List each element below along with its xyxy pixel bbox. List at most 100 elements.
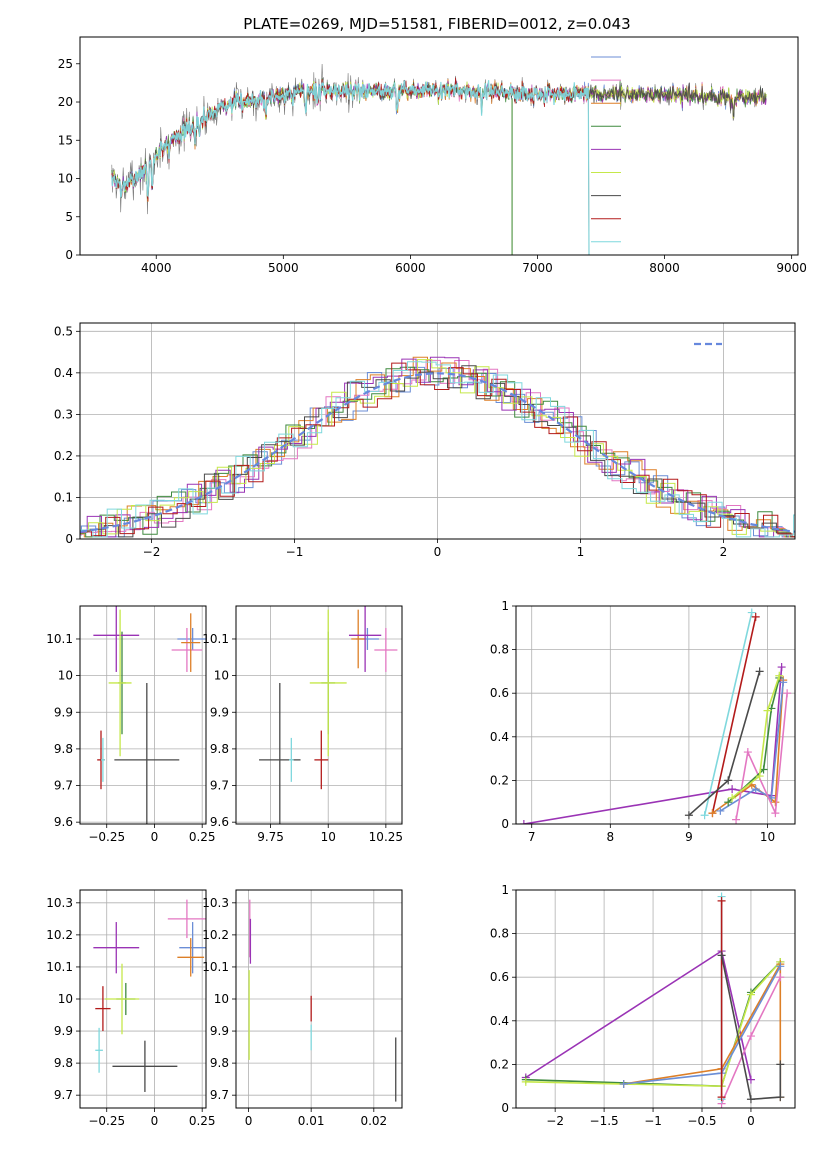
y-tick-label: 0.4 [54,366,73,380]
x-tick-label: −0.5 [687,1114,716,1128]
histogram-salpeter_elodie [80,356,795,538]
marker-chabrier_stelib [776,1093,785,1102]
panel-age_vs_mass: 9.75 10 10.25 9.6 9.7 9.8 9.9 10 10.1 [202,605,403,844]
x-tick-label: 0.25 [189,1114,216,1128]
y-tick-label: 0.4 [490,730,509,744]
marker-chabrier_stelib [724,776,733,785]
marker-salpeter_miles [783,689,792,698]
y-tick-label: 0.8 [490,643,509,657]
panel-age_vs_Z: −0.25 0 0.25 9.6 9.7 9.8 9.9 10 10.1 [46,605,216,844]
plot-area [248,899,397,1102]
x-tick-label: 2 [720,545,728,559]
x-tick-label: 0 [434,545,442,559]
y-tick-label: 20 [58,95,73,109]
plot-area [80,356,795,538]
plot-area [93,606,206,824]
x-tick-label: 10.25 [369,830,403,844]
point-kroupa_stelib [95,1027,103,1073]
marker-chabrier_stelib [746,1095,755,1104]
series-kroupa_miles [623,961,782,1098]
y-tick-label: 10.1 [202,960,229,974]
x-tick-label: 0 [151,830,159,844]
y-tick-label: 15 [58,133,73,147]
x-tick-label: 10 [321,830,336,844]
x-tick-label: −1 [644,1114,662,1128]
y-tick-label: 0.2 [490,773,509,787]
x-tick-label: 9.75 [257,830,284,844]
axes-frame: −2 −1 0 1 2 0 0.1 0.2 0.3 0.4 0.5 [54,322,796,559]
y-tick-label: 0.8 [490,927,509,941]
marker-chabrier_elodie [724,798,733,807]
x-tick-label: −2 [546,1114,564,1128]
y-tick-label: 10.1 [46,960,73,974]
x-tick-label: 0 [747,1114,755,1128]
y-tick-label: 9.8 [210,742,229,756]
point-salpeter_miles [374,627,398,672]
axes-frame: −0.25 0 0.25 9.6 9.7 9.8 9.9 10 10.1 [46,605,216,844]
histogram-chabrier_stelib [80,365,795,538]
x-tick-label: 9 [685,830,693,844]
marker-chabrier_miles [619,1080,628,1089]
marker-kroupa_miles [708,809,717,818]
histogram-kroupa_elodie [80,359,795,538]
axes-frame: −2 −1.5 −1 −0.5 0 0 0.2 0.4 0.6 0.8 1 [490,883,796,1128]
series-salpeter_miles [735,693,788,820]
marker-kroupa_elodie [763,706,772,715]
x-tick-label: 0 [245,1114,253,1128]
marker-salpeter_elodie [728,785,737,794]
plot-area [93,899,206,1092]
axes-frame: 0 0.01 0.02 9.7 9.8 9.9 10 10.1 10.2 10.3 [202,889,403,1128]
point-kroupa_miles [177,938,205,977]
x-tick-label: 4000 [141,261,172,275]
marker-chabrier_stelib [717,951,726,960]
x-tick-label: 0.02 [360,1114,387,1128]
y-tick-label: 0.6 [490,686,509,700]
y-tick-label: 9.8 [210,1056,229,1070]
plot-area [521,892,785,1108]
marker-salpeter_elodie [746,1075,755,1084]
figure-title: PLATE=0269, MJD=51581, FIBERID=0012, z=0… [243,15,630,33]
y-tick-label: 0 [501,817,509,831]
point-salpeter_stelib [314,730,329,790]
x-tick-label: 0 [151,1114,159,1128]
x-tick-label: 5000 [268,261,299,275]
point-kroupa_stelib [289,737,294,782]
panel-mass_vs_ebv: 0 0.01 0.02 9.7 9.8 9.9 10 10.1 10.2 10.3 [202,889,403,1128]
series-kroupa_stelib [111,80,590,255]
y-tick-label: 10 [58,172,73,186]
panel-spectrum: 4000 5000 6000 7000 8000 9000 0 5 10 15 20 25 [58,36,807,275]
point-salpeter_elodie [93,922,140,974]
marker-kroupa_elodie [755,772,764,781]
y-tick-label: 0.6 [490,970,509,984]
x-tick-label: −0.25 [88,1114,125,1128]
x-tick-label: −1.5 [590,1114,619,1128]
x-tick-label: 1 [577,545,585,559]
y-tick-label: 9.9 [54,705,73,719]
grid-lines [80,606,206,824]
y-tick-label: 1 [501,599,509,613]
x-tick-label: −2 [143,545,161,559]
histogram-salpeter_stelib [80,362,795,538]
x-tick-label: 7000 [522,261,553,275]
x-tick-label: −1 [286,545,304,559]
y-tick-label: 0 [65,248,73,262]
marker-chabrier_stelib [776,1060,785,1069]
marker-salpeter_miles [732,815,741,824]
y-tick-label: 10.2 [202,928,229,942]
y-tick-label: 10.2 [46,928,73,942]
x-tick-label: 7 [528,830,536,844]
point-kroupa_elodie [309,609,347,757]
x-tick-label: 6000 [395,261,426,275]
series-kroupa_elodie [731,675,781,799]
y-tick-label: 10 [58,669,73,683]
axes-frame: −0.25 0 0.25 9.7 9.8 9.9 10 10.1 10.2 10.3 [46,889,216,1128]
legend [591,56,621,243]
x-tick-label: 9000 [776,261,807,275]
series-chabrier_miles [719,682,784,812]
point-kroupa_elodie [104,963,140,1035]
y-tick-label: 0 [65,532,73,546]
series-salpeter_stelib [711,616,757,814]
y-tick-label: 9.6 [54,815,73,829]
point-chabrier_stelib [112,1040,178,1092]
y-tick-label: 0.5 [54,324,73,338]
